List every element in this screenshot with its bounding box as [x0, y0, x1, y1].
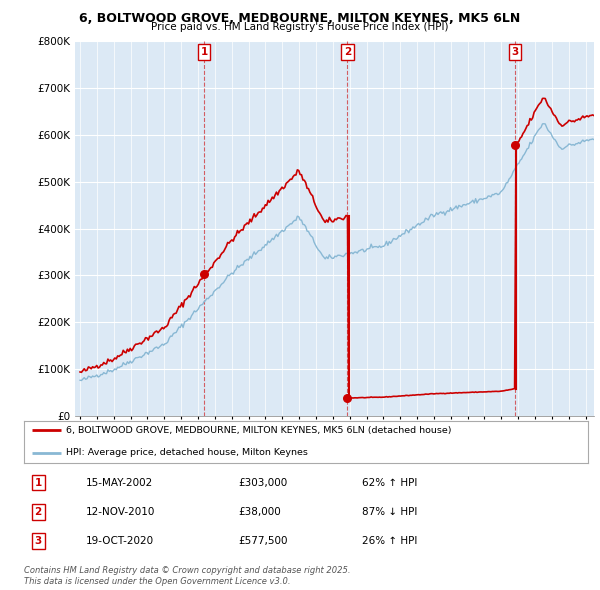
Text: 6, BOLTWOOD GROVE, MEDBOURNE, MILTON KEYNES, MK5 6LN (detached house): 6, BOLTWOOD GROVE, MEDBOURNE, MILTON KEY…	[66, 425, 452, 434]
Text: HPI: Average price, detached house, Milton Keynes: HPI: Average price, detached house, Milt…	[66, 448, 308, 457]
Text: 2: 2	[344, 47, 351, 57]
Text: 1: 1	[34, 477, 42, 487]
Text: 19-OCT-2020: 19-OCT-2020	[86, 536, 154, 546]
Text: £577,500: £577,500	[238, 536, 288, 546]
Text: 2: 2	[34, 507, 42, 517]
Point	[343, 394, 352, 403]
Text: 6, BOLTWOOD GROVE, MEDBOURNE, MILTON KEYNES, MK5 6LN: 6, BOLTWOOD GROVE, MEDBOURNE, MILTON KEY…	[79, 12, 521, 25]
Text: £38,000: £38,000	[238, 507, 281, 517]
Text: 3: 3	[34, 536, 42, 546]
Text: £303,000: £303,000	[238, 477, 287, 487]
Text: Contains HM Land Registry data © Crown copyright and database right 2025.
This d: Contains HM Land Registry data © Crown c…	[24, 566, 350, 586]
Text: Price paid vs. HM Land Registry's House Price Index (HPI): Price paid vs. HM Land Registry's House …	[151, 22, 449, 32]
Text: 87% ↓ HPI: 87% ↓ HPI	[362, 507, 418, 517]
Text: 62% ↑ HPI: 62% ↑ HPI	[362, 477, 418, 487]
Text: 15-MAY-2002: 15-MAY-2002	[86, 477, 153, 487]
Text: 12-NOV-2010: 12-NOV-2010	[86, 507, 155, 517]
Text: 26% ↑ HPI: 26% ↑ HPI	[362, 536, 418, 546]
Point	[510, 141, 520, 150]
Text: 3: 3	[511, 47, 518, 57]
Point	[199, 269, 209, 278]
Text: 1: 1	[200, 47, 208, 57]
